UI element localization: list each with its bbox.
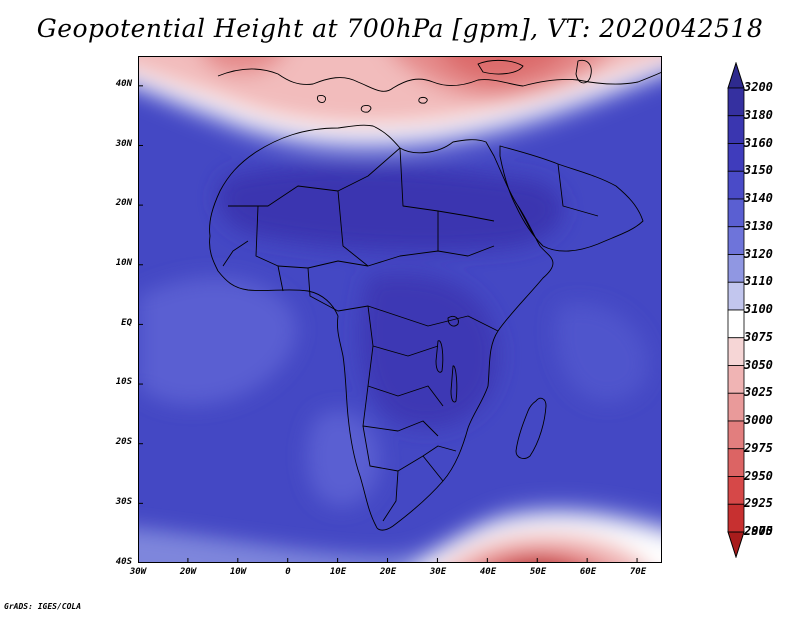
lat-label-eq: EQ [121, 318, 132, 328]
colorbar-label-3075: 3075 [744, 329, 773, 344]
colorbar-swatch-8 [727, 281, 745, 311]
lon-label-40e: 40E [479, 567, 497, 577]
geopotential-height-map [138, 56, 662, 563]
coastlines [209, 59, 662, 531]
colorbar-swatch-6 [727, 226, 745, 255]
colorbar-swatch-5 [727, 198, 745, 228]
colorbar-swatch-13 [727, 420, 745, 450]
lat-label-10s: 10S [115, 377, 132, 387]
colorbar-label-3120: 3120 [744, 246, 773, 261]
lon-label-70e: 70E [629, 567, 647, 577]
lon-label-10w: 10W [229, 567, 247, 577]
africa-coastline [209, 124, 554, 531]
colorbar-label-2925: 2925 [744, 496, 773, 511]
colorbar-label-3200: 3200 [744, 80, 773, 94]
lat-label-10n: 10N [115, 258, 132, 268]
colorbar-swatch-2 [727, 115, 745, 144]
lat-label-20s: 20S [115, 437, 132, 447]
map-frame [138, 56, 662, 563]
colorbar-swatch-12 [727, 392, 745, 422]
colorbar-swatch-9 [727, 309, 745, 339]
colorbar-top-arrow [727, 62, 745, 89]
lat-label-30n: 30N [115, 139, 132, 149]
axis-ticks [138, 85, 638, 563]
colorbar-label-3025: 3025 [744, 385, 773, 400]
colorbar-label-3150: 3150 [744, 163, 773, 178]
lon-label-0: 0 [285, 567, 291, 577]
colorbar-swatch-14 [727, 448, 745, 477]
europe-coastline [217, 68, 662, 92]
page-title: Geopotential Height at 700hPa [gpm], VT:… [36, 14, 764, 43]
colorbar-label-2900: 2900 [744, 524, 773, 538]
lat-label-40n: 40N [115, 79, 132, 89]
arabia-coastline [499, 145, 644, 252]
colorbar-label-3110: 3110 [744, 274, 773, 289]
lat-label-40s: 40S [115, 557, 132, 567]
colorbar-swatch-7 [727, 254, 745, 283]
colorbar-label-2875: 2875 [744, 524, 773, 538]
colorbar-swatch-11 [727, 365, 745, 394]
footer-credit: GrADS: IGES/COLA [4, 602, 82, 611]
madagascar-coastline [515, 397, 547, 459]
colorbar-label-3160: 3160 [744, 135, 773, 150]
colorbar [727, 62, 745, 558]
colorbar-label-3130: 3130 [744, 218, 773, 233]
lon-label-30e: 30E [429, 567, 447, 577]
lon-label-10e: 10E [329, 567, 347, 577]
colorbar-swatch-10 [727, 337, 745, 366]
colorbar-label-2975: 2975 [744, 440, 773, 455]
colorbar-label-3180: 3180 [744, 107, 773, 122]
lon-label-60e: 60E [579, 567, 597, 577]
colorbar-label-3100: 3100 [744, 302, 773, 316]
colorbar-label-3140: 3140 [744, 191, 773, 205]
colorbar-label-3000: 3000 [744, 413, 773, 427]
lat-label-20n: 20N [115, 198, 132, 208]
colorbar-swatch-16 [727, 503, 745, 533]
colorbar-label-3050: 3050 [744, 357, 773, 372]
colorbar-swatch-1 [727, 87, 745, 117]
lat-label-30s: 30S [115, 497, 132, 507]
colorbar-swatch-3 [727, 143, 745, 172]
lon-label-20w: 20W [179, 567, 197, 577]
lon-label-30w: 30W [129, 567, 147, 577]
colorbar-bottom-arrow [727, 531, 745, 558]
lon-label-20e: 20E [379, 567, 397, 577]
colorbar-swatch-4 [727, 170, 745, 200]
colorbar-swatch-15 [727, 476, 745, 505]
lon-label-50e: 50E [529, 567, 547, 577]
colorbar-label-2950: 2950 [744, 468, 773, 483]
map-canvas [138, 56, 662, 563]
